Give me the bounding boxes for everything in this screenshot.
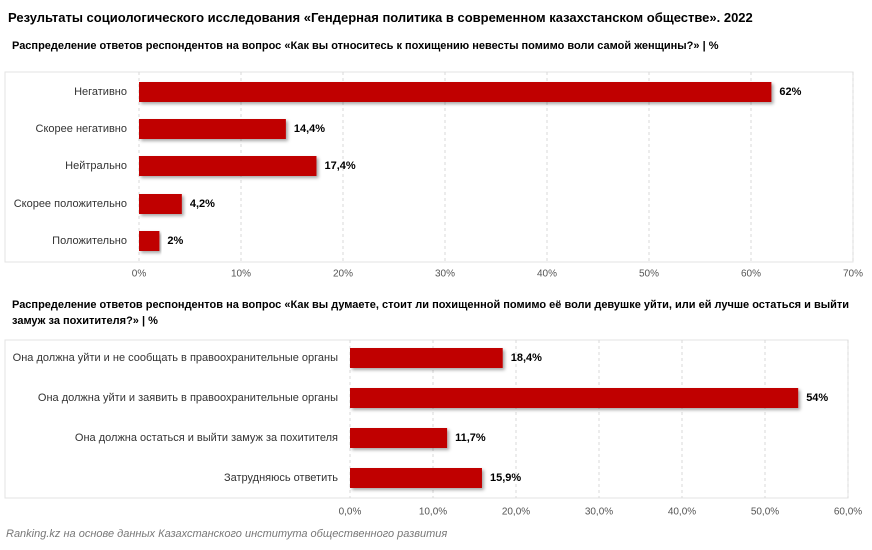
chart-title: Распределение ответов респондентов на во… [12,299,850,327]
value-label: 15,9% [490,472,521,484]
x-tick-label: 40,0% [668,507,696,518]
x-tick-label: 30% [435,269,455,280]
page-title: Результаты социологического исследования… [8,10,753,25]
x-tick-label: 60% [741,269,761,280]
x-tick-label: 30,0% [585,507,613,518]
value-label: 11,7% [455,432,486,444]
x-tick-label: 50% [639,269,659,280]
category-label: Скорее положительно [14,198,127,210]
category-label: Положительно [52,235,127,247]
bar [139,194,182,214]
category-label: Скорее негативно [36,123,127,135]
x-tick-label: 20% [333,269,353,280]
category-label: Негативно [74,86,127,98]
bar [139,119,286,139]
x-tick-label: 50,0% [751,507,779,518]
x-tick-label: 10% [231,269,251,280]
plot-frame [4,71,854,263]
x-tick-label: 60,0% [834,507,862,518]
bar [350,388,799,408]
value-label: 54% [806,392,828,404]
category-label: Затрудняюсь ответить [224,472,338,484]
value-label: 18,4% [511,352,542,364]
x-tick-label: 0% [132,269,147,280]
x-tick-label: 0,0% [339,507,362,518]
chart-title: Распределение ответов респондентов на во… [12,40,719,52]
value-label: 4,2% [190,198,215,210]
bar [350,468,482,488]
value-label: 14,4% [294,123,325,135]
category-label: Она должна остаться и выйти замуж за пох… [75,432,338,444]
bar [139,156,317,176]
category-label: Нейтрально [65,160,127,172]
x-tick-label: 40% [537,269,557,280]
x-tick-label: 10,0% [419,507,447,518]
category-label: Она должна уйти и не сообщать в правоохр… [13,352,338,364]
bar [350,428,448,448]
value-label: 2% [167,235,183,247]
source-note: Ranking.kz на основе данных Казахстанско… [6,528,448,540]
x-tick-label: 70% [843,269,863,280]
x-tick-label: 20,0% [502,507,530,518]
bar [350,348,503,368]
bar [139,231,160,251]
category-label: Она должна уйти и заявить в правоохранит… [38,392,338,404]
bar [139,82,772,102]
value-label: 17,4% [324,160,355,172]
value-label: 62% [779,86,801,98]
